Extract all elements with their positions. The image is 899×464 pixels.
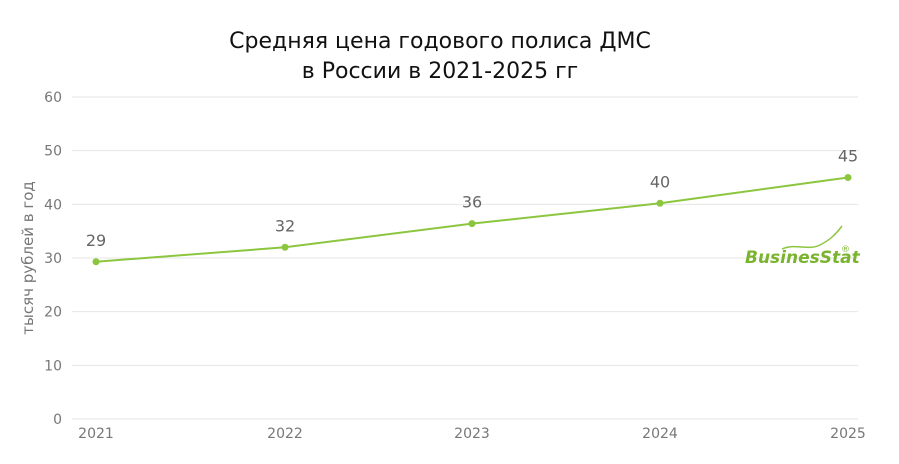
y-tick-label: 40 (44, 197, 62, 213)
y-tick-label: 30 (44, 251, 62, 267)
logo-registered-mark: ® (841, 245, 850, 255)
y-tick-label: 60 (44, 90, 62, 106)
x-tick-label: 2021 (78, 426, 114, 442)
logo-swoosh (781, 225, 843, 250)
y-axis-ticks: 0 10 20 30 40 50 60 (44, 90, 62, 428)
gridlines (72, 96, 858, 420)
data-label: 40 (650, 172, 670, 191)
data-labels: 29 32 36 40 45 (86, 147, 858, 250)
y-tick-label: 0 (53, 412, 62, 428)
data-point (844, 174, 852, 181)
logo-text: BusinesStat (745, 248, 861, 268)
series-line (95, 176, 849, 263)
data-point (92, 258, 100, 266)
series (92, 174, 852, 266)
x-tick-label: 2024 (642, 426, 678, 442)
data-label: 32 (275, 216, 295, 235)
x-tick-label: 2025 (830, 426, 866, 442)
x-tick-label: 2022 (267, 426, 303, 442)
y-tick-label: 20 (44, 305, 62, 321)
data-point (468, 220, 476, 228)
title-line-1: Средняя цена годового полиса ДМС (229, 29, 651, 54)
data-label: 45 (838, 147, 858, 166)
data-label: 29 (86, 231, 106, 250)
title-line-2: в Росcии в 2021-2025 гг (302, 59, 578, 84)
y-axis-label: тысяч рублей в год (19, 181, 37, 335)
y-tick-label: 10 (44, 358, 62, 374)
data-point (656, 199, 664, 207)
x-axis-ticks: 2021 2022 2023 2024 2025 (78, 426, 866, 442)
x-tick-label: 2023 (454, 426, 490, 442)
data-label: 36 (462, 193, 482, 212)
chart-title: Средняя цена годового полиса ДМС в Росcи… (229, 29, 651, 84)
data-point (281, 243, 289, 251)
y-tick-label: 50 (44, 144, 62, 160)
businesstat-logo: BusinesStat ® (745, 225, 861, 268)
